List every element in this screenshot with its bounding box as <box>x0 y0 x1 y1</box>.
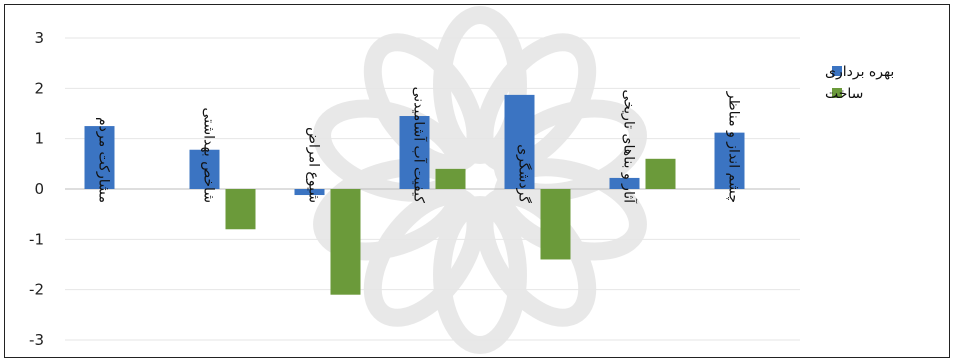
bar-operation <box>399 116 430 189</box>
watermark-petal <box>493 99 647 202</box>
bar-construction <box>225 189 256 230</box>
legend-label: ساخت <box>825 86 863 102</box>
legend-swatch <box>832 88 842 98</box>
category-label: شیوع امراض <box>306 127 322 203</box>
chart-frame <box>4 4 950 358</box>
y-axis-ticks: 3 2 1 0 -1 -2 -3 <box>29 29 44 349</box>
bar-operation <box>609 177 640 189</box>
y-tick-label: -2 <box>29 281 44 299</box>
y-tick-label: 2 <box>34 79 44 97</box>
bar-construction <box>540 189 571 260</box>
bar-operation <box>294 189 325 196</box>
category-label: گردشگری <box>516 144 533 203</box>
watermark-petal <box>433 6 527 164</box>
y-tick-label: 1 <box>34 130 44 148</box>
category-label: کیفیت آب آشامیدنی <box>411 87 428 204</box>
watermark-logo <box>313 6 647 354</box>
category-label: چشم انداز و مناظر <box>726 91 742 203</box>
category-labels: مشارکت مردم شاخص بهداشتی شیوع امراض کیفیت آ… <box>96 87 742 205</box>
legend: بهره برداری ساخت <box>825 64 894 102</box>
grid-lines <box>65 37 800 341</box>
bar-construction <box>645 158 676 189</box>
bar-operation <box>714 132 745 189</box>
bar-operation <box>189 149 220 189</box>
y-tick-label: -3 <box>29 331 44 349</box>
category-label: شاخص بهداشتی <box>201 108 217 203</box>
legend-swatch <box>832 66 842 76</box>
bar-operation <box>84 126 115 189</box>
bar-construction <box>330 189 361 295</box>
watermark-petal <box>363 33 485 174</box>
y-tick-label: -1 <box>29 230 44 248</box>
bar-construction <box>435 168 466 189</box>
y-tick-label: 0 <box>34 180 44 198</box>
legend-label: بهره برداری <box>825 64 894 80</box>
bars <box>84 94 745 295</box>
watermark-petal <box>363 186 485 327</box>
y-tick-label: 3 <box>34 29 44 47</box>
category-label: مشارکت مردم <box>96 117 112 203</box>
category-label: آثار و بناهای تاریخی <box>621 90 638 205</box>
bar-operation <box>504 94 535 189</box>
watermark-petal <box>475 33 597 174</box>
watermark-petal <box>433 196 527 354</box>
